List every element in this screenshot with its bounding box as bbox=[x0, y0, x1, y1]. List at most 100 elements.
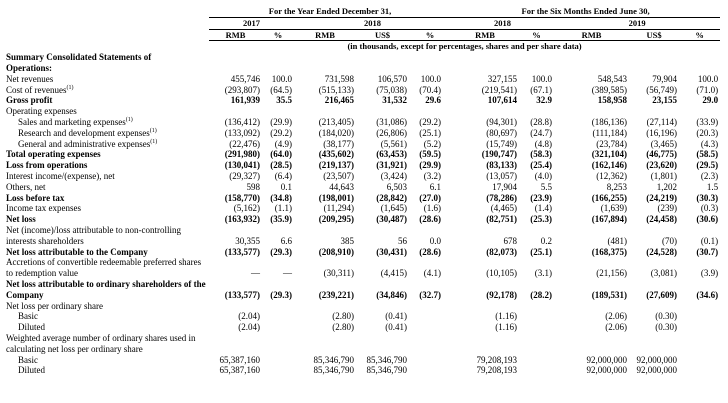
table-cell: (23,620) bbox=[646, 160, 678, 171]
table-cell: (20.3) bbox=[696, 127, 719, 138]
row-label: Cost of revenues(1) bbox=[4, 85, 209, 96]
table-cell: (186,136) bbox=[591, 116, 628, 127]
year-header: 2018 bbox=[451, 17, 555, 30]
table-cell: (190,747) bbox=[481, 149, 518, 160]
table-cell: (515,133) bbox=[318, 84, 354, 95]
table-cell: (29.5) bbox=[696, 160, 719, 171]
label-text: Diluted bbox=[18, 365, 45, 376]
empty-cell bbox=[262, 301, 294, 312]
table-row: Net (income)/loss attributable to non-co… bbox=[4, 225, 720, 247]
empty-cell bbox=[519, 52, 554, 74]
empty-cell bbox=[409, 311, 451, 322]
row-label: Net loss attributable to the Company bbox=[4, 247, 209, 258]
table-cell: (28,842) bbox=[376, 192, 407, 203]
table-cell: (35.9) bbox=[270, 214, 292, 225]
unit-header: US$ bbox=[629, 29, 680, 42]
table-cell: (30.6) bbox=[696, 214, 719, 225]
row-label: Weighted average number of ordinary shar… bbox=[4, 333, 209, 355]
table-cell: (56,749) bbox=[646, 84, 678, 95]
table-cell: 31,532 bbox=[382, 95, 407, 106]
table-cell: (0.30) bbox=[655, 322, 678, 333]
table-cell: (16,196) bbox=[646, 127, 678, 138]
table-cell: (163,932) bbox=[224, 214, 260, 225]
table-row: Cost of revenues(1) (293,807) (64.5) (515,1… bbox=[4, 85, 720, 96]
table-cell: (34,846) bbox=[376, 289, 407, 300]
unit-header: RMB bbox=[554, 29, 630, 42]
label-text: Basic bbox=[18, 354, 38, 365]
table-row: Basic 65,387,160 85,346,790 85,346,790 79,20… bbox=[4, 355, 720, 366]
table-cell: (0.3) bbox=[700, 203, 719, 214]
empty-cell bbox=[294, 333, 356, 355]
label-text: Net loss attributable to ordinary shareh… bbox=[6, 278, 206, 300]
label-text: Income tax expenses bbox=[6, 203, 81, 214]
table-cell: (166,255) bbox=[591, 192, 628, 203]
label-text: Basic bbox=[18, 311, 38, 322]
table-cell: (1.6) bbox=[423, 203, 442, 214]
table-cell: (30,431) bbox=[376, 246, 407, 257]
table-cell: 106,570 bbox=[377, 73, 407, 84]
table-cell: (29.2) bbox=[270, 127, 292, 138]
table-cell: (29.9) bbox=[419, 160, 442, 171]
table-cell: (4.1) bbox=[423, 268, 442, 279]
label-text: Weighted average number of ordinary shar… bbox=[6, 332, 196, 354]
table-row: Loss from operations (130,041) (28.5) (219,… bbox=[4, 160, 720, 171]
label-text: General and administrative expenses bbox=[18, 138, 151, 149]
table-row: Diluted (2.04) (2.80) (0.41) (1.16) (2.06) (0.… bbox=[4, 322, 720, 333]
table-cell: (28.6) bbox=[419, 214, 442, 225]
table-cell: (1.16) bbox=[495, 311, 518, 322]
row-label: Accretions of convertible redeemable pre… bbox=[4, 257, 209, 279]
table-cell: (30.7) bbox=[696, 246, 719, 257]
unit-header: % bbox=[409, 29, 452, 42]
table-cell: (0.1) bbox=[700, 235, 719, 246]
table-cell: 23,155 bbox=[652, 95, 678, 106]
table-cell: (162,146) bbox=[591, 160, 628, 171]
table-cell: 92,000,000 bbox=[636, 354, 678, 365]
empty-cell bbox=[409, 52, 451, 74]
label-text: Others, net bbox=[6, 181, 46, 192]
table-cell: (6.4) bbox=[274, 170, 292, 181]
label-text: Research and development expenses bbox=[18, 127, 150, 138]
table-cell: (1,801) bbox=[650, 170, 678, 181]
empty-cell bbox=[262, 106, 294, 117]
table-cell: (30.3) bbox=[696, 192, 719, 203]
empty-cell bbox=[356, 333, 409, 355]
table-cell: (67.1) bbox=[530, 84, 553, 95]
table-cell: (10,105) bbox=[486, 268, 518, 279]
table-cell: (27.0) bbox=[419, 192, 442, 203]
empty-cell bbox=[679, 52, 720, 74]
table-cell: 79,208,193 bbox=[476, 354, 518, 365]
empty-cell bbox=[262, 311, 294, 322]
table-cell: (28.2) bbox=[530, 289, 553, 300]
empty-cell bbox=[262, 355, 294, 366]
table-cell: 92,000,000 bbox=[586, 354, 628, 365]
unit-header: % bbox=[679, 29, 721, 42]
unit-header: RMB bbox=[209, 29, 262, 42]
footnote-ref: (1) bbox=[125, 116, 133, 123]
table-cell: 100.0 bbox=[420, 73, 442, 84]
financial-table: For the Year Ended December 31, For the … bbox=[4, 6, 721, 376]
empty-cell bbox=[356, 52, 409, 74]
table-cell: (33.9) bbox=[696, 116, 719, 127]
table-cell: (2.80) bbox=[332, 311, 354, 322]
table-row: Basic (2.04) (2.80) (0.41) (1.16) (2.06) (0.30… bbox=[4, 311, 720, 322]
table-row: Diluted 65,387,160 85,346,790 85,346,790 79,… bbox=[4, 365, 720, 376]
table-cell: (4.3) bbox=[700, 138, 719, 149]
table-cell: (4,465) bbox=[490, 203, 518, 214]
row-label: Income tax expenses bbox=[4, 203, 209, 214]
label-text: Net revenues bbox=[6, 73, 54, 84]
table-cell: 0.0 bbox=[429, 235, 442, 246]
table-row: Net loss per ordinary share bbox=[4, 301, 720, 312]
table-cell: (30,311) bbox=[323, 268, 354, 279]
table-cell: (435,602) bbox=[318, 149, 354, 160]
footnote-ref: (1) bbox=[150, 138, 158, 145]
table-cell: 29.6 bbox=[425, 95, 442, 106]
table-cell: (389,585) bbox=[591, 84, 628, 95]
empty-cell bbox=[679, 301, 720, 312]
table-cell: (130,041) bbox=[224, 160, 260, 171]
table-row: Weighted average number of ordinary shar… bbox=[4, 333, 720, 355]
table-cell: (75,038) bbox=[376, 84, 407, 95]
table-cell: (291,980) bbox=[224, 149, 260, 160]
table-cell: 6.1 bbox=[429, 181, 442, 192]
label-text: Net loss bbox=[6, 214, 36, 225]
